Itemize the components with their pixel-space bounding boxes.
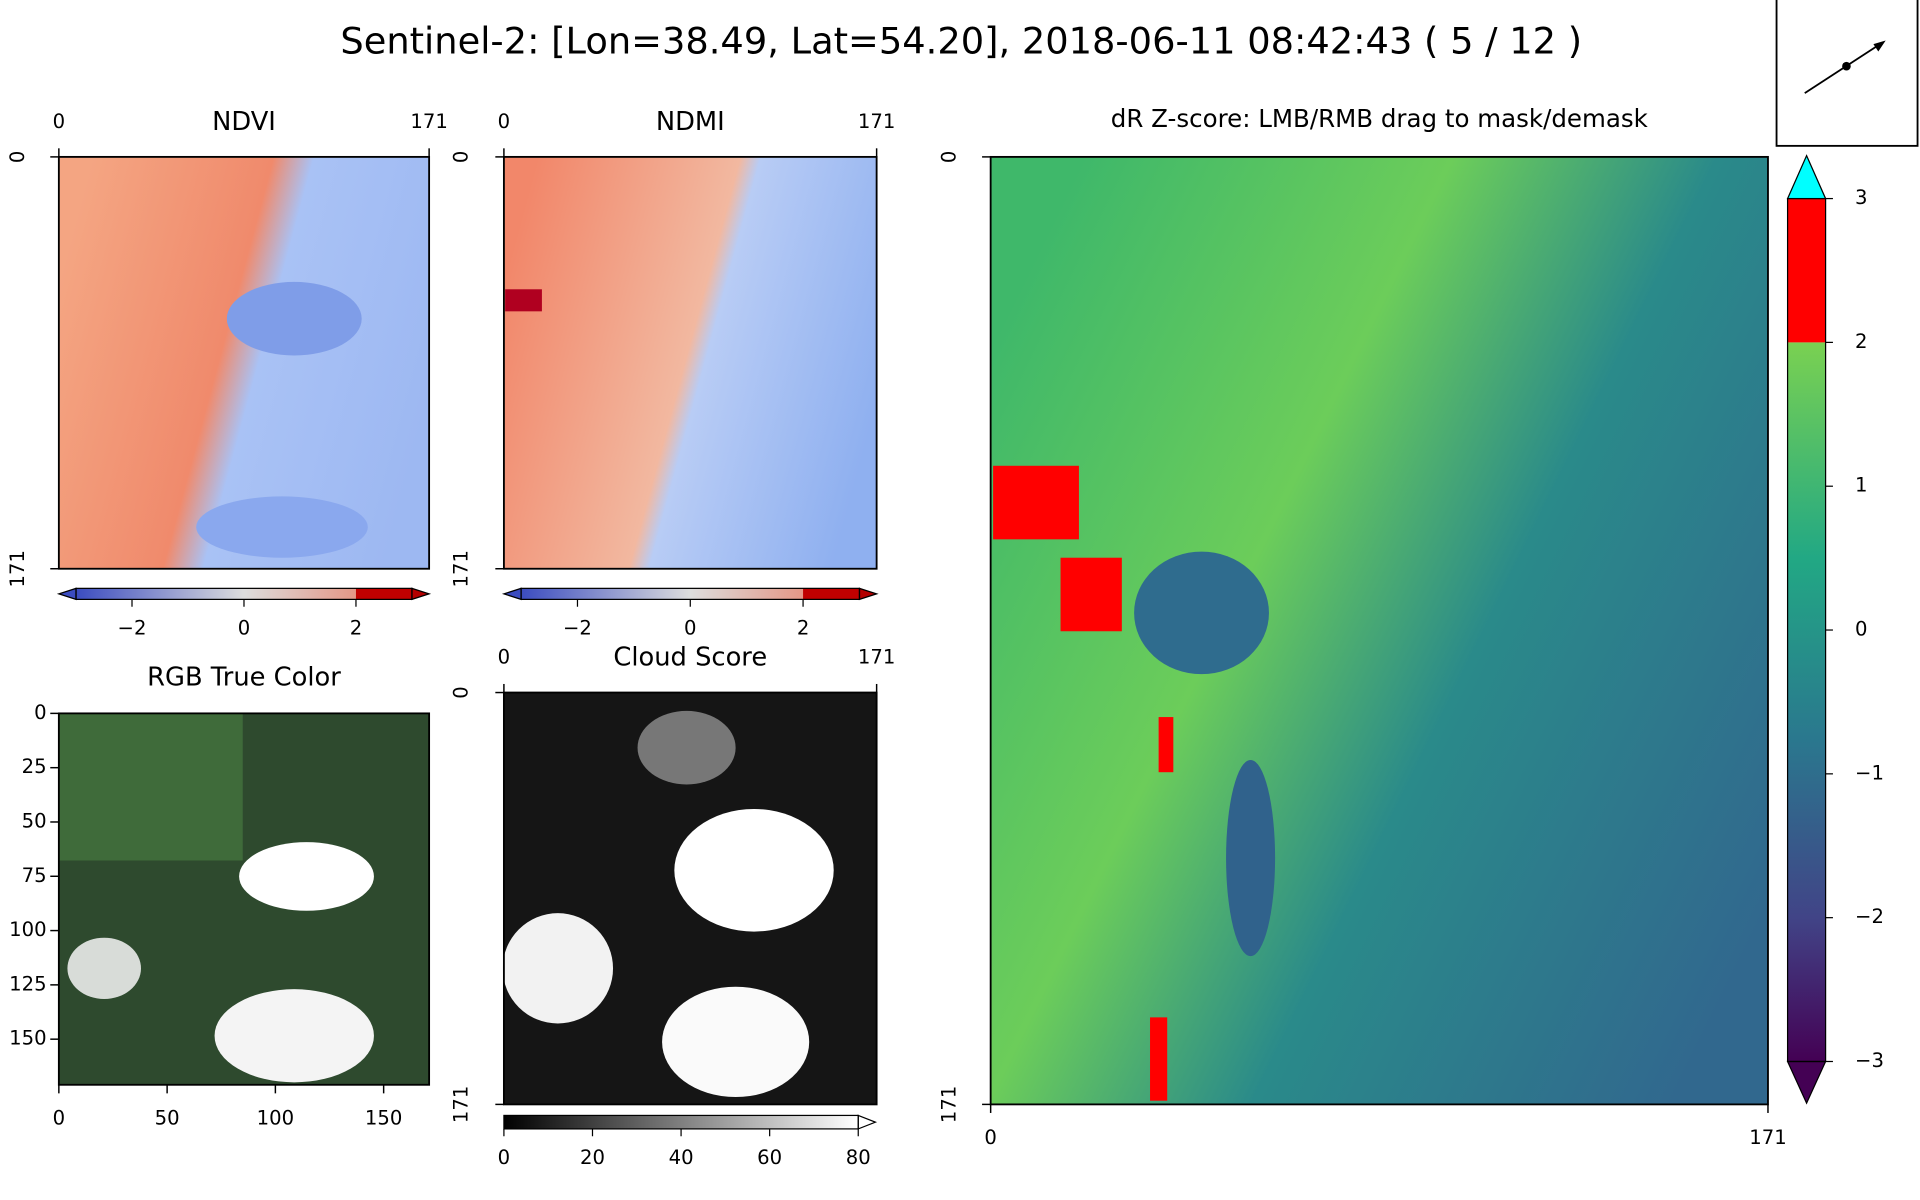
colorbar-tick-label: 2 [1855,330,1867,353]
x-tick-label: 50 [155,1107,180,1130]
colorbar-segment [803,588,860,600]
y-tick-label: 0 [450,686,473,698]
dr-patch [1226,759,1276,957]
colorbar-tick-label: 0 [498,1146,510,1169]
colorbar-tick-label: 80 [846,1146,871,1169]
y-tick-label: 25 [22,755,47,778]
axes-frame [57,155,431,570]
colorbar-tick-label: 60 [757,1146,782,1169]
colorbar-tick-label: −3 [1855,1049,1884,1072]
cloud-blob [662,986,810,1098]
arrow-head [1873,40,1886,52]
x-tick-label: 100 [257,1107,294,1130]
colorbar-extend [858,587,879,601]
dr-mask [1158,717,1174,773]
y-tick-label: 50 [22,809,47,832]
panel-title: NDMI [656,107,725,137]
x-tick-label: 171 [858,110,895,133]
rgb-cloud [214,989,374,1083]
x-tick-label: 171 [858,646,895,669]
colorbar-body [521,588,860,600]
colorbar-body [76,588,412,600]
colorbar-tick-label: 2 [797,616,809,639]
y-tick-label: 100 [9,918,46,941]
y-tick-label: 125 [9,972,46,995]
x-tick-label: 0 [498,646,510,669]
axes-frame [57,712,431,1086]
axes-frame [989,155,1769,1106]
x-tick-label: 0 [53,1107,65,1130]
rgb-cloud [67,937,141,999]
dr-mask [1060,557,1122,632]
ndmi-image [503,156,877,569]
colorbar-extend [1786,154,1827,200]
colorbar-tick-label: 1 [1855,474,1867,497]
direction-inset [1775,0,1919,147]
y-tick-label: 171 [450,550,473,587]
colorbar-segment [1787,198,1826,343]
x-tick-label: 150 [365,1107,402,1130]
y-tick-label: 171 [6,550,29,587]
colorbar-tick-label: 40 [669,1146,694,1169]
y-tick-label: 171 [450,1086,473,1123]
figure-title: Sentinel-2: [Lon=38.49, Lat=54.20], 2018… [340,19,1582,62]
colorbar-tick-label: 2 [350,616,362,639]
cloud-blob [674,808,834,932]
colorbar-extend [411,587,432,601]
x-tick-label: 0 [984,1126,996,1149]
x-tick-label: 171 [1749,1126,1786,1149]
panel-title: dR Z-score: LMB/RMB drag to mask/demask [1111,104,1649,133]
rgb-cloud [239,842,374,911]
colorbar-extend [56,587,77,601]
panel-title: Cloud Score [613,643,767,673]
y-tick-label: 171 [938,1086,961,1123]
colorbar-body [503,1115,859,1129]
colorbar-body [1787,342,1826,1062]
axes-frame [502,691,878,1106]
colorbar-segment [355,588,412,600]
y-tick-label: 150 [9,1027,46,1050]
x-tick-label: 0 [53,110,65,133]
colorbar-tick-label: −2 [1855,905,1884,928]
dr-mask [1150,1017,1168,1101]
colorbar-extend [1786,1060,1827,1105]
colorbar-tick-label: −2 [118,616,147,639]
x-tick-label: 171 [410,110,447,133]
panel-title: RGB True Color [147,662,341,692]
cloud-blob [502,913,614,1024]
ndvi-patch [196,496,368,558]
x-tick-label: 0 [498,110,510,133]
ndvi-patch [226,281,362,356]
colorbar-tick-label: 0 [684,616,696,639]
colorbar-extend [501,587,522,601]
colorbar-tick-label: −2 [563,616,592,639]
colorbar-tick-label: 0 [1855,618,1867,641]
colorbar-tick-label: 3 [1855,186,1867,209]
rgb-field [58,713,243,861]
colorbar-tick-label: −1 [1855,761,1884,784]
y-tick-label: 75 [22,864,47,887]
y-tick-label: 0 [6,151,29,163]
y-tick-label: 0 [938,151,961,163]
y-tick-label: 0 [450,151,473,163]
dr-patch [1134,551,1269,675]
colorbar-tick-label: 20 [580,1146,605,1169]
cloud-blob [637,710,736,785]
colorbar-tick-label: 0 [238,616,250,639]
dr-mask [993,465,1079,540]
colorbar-extend [857,1114,878,1130]
arrow-pivot [1842,61,1851,71]
panel-title: NDVI [212,107,276,137]
ndmi-patch [505,289,542,312]
y-tick-label: 0 [34,701,46,724]
axes-frame [502,155,878,570]
